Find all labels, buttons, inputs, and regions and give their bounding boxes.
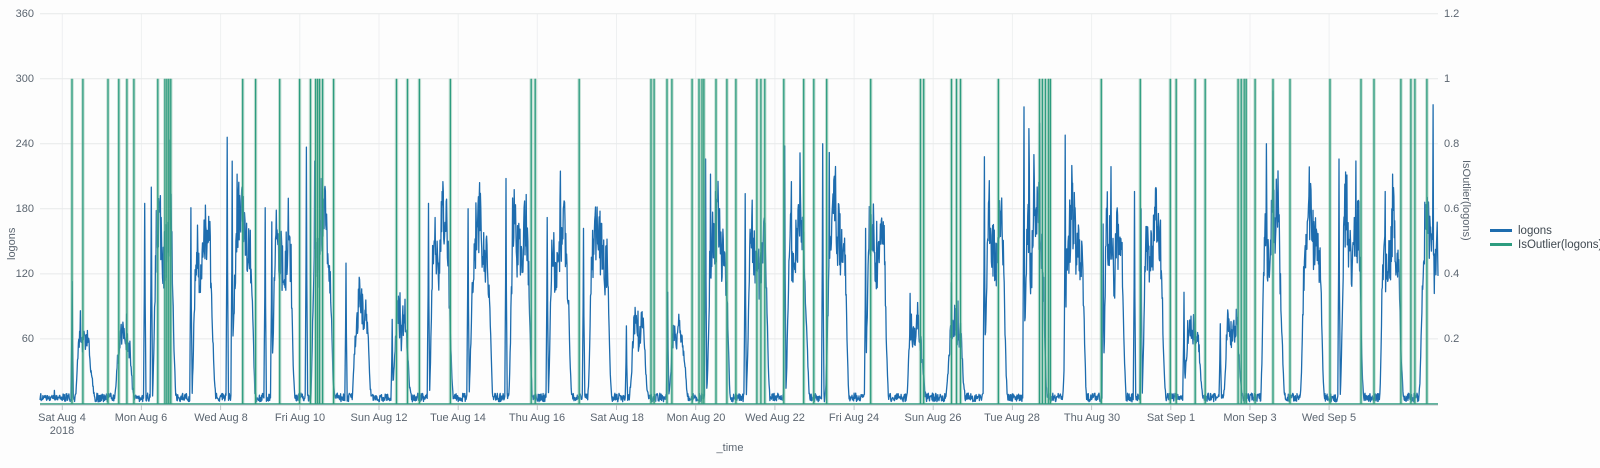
x-axis-tick-label: Fri Aug 10 — [274, 412, 326, 424]
x-axis-tick-label: Sun Aug 26 — [904, 412, 962, 424]
y-axis-right-tick-label: 0.2 — [1444, 333, 1460, 345]
legend-label: IsOutlier(logons) — [1518, 238, 1600, 251]
x-axis-tick-label: Thu Aug 30 — [1063, 412, 1121, 424]
y-axis-left-tick-label: 240 — [15, 138, 34, 150]
x-axis-title: _time — [716, 442, 744, 454]
x-axis-tick-label: Tue Aug 28 — [984, 412, 1040, 424]
x-axis-tick-label: Sat Aug 4 2018 — [14, 412, 110, 438]
x-axis-tick-label: Mon Aug 6 — [114, 412, 168, 424]
y-axis-left-tick-label: 120 — [15, 268, 34, 280]
x-axis-tick-label: Mon Aug 20 — [666, 412, 726, 424]
x-axis-tick-label: Sat Aug 18 — [590, 412, 644, 424]
gridlines — [40, 13, 1438, 404]
y-axis-right-tick-label: 0.6 — [1444, 203, 1460, 215]
x-axis-tick-label: Mon Sep 3 — [1223, 412, 1277, 424]
y-axis-right-tick-label: 0.8 — [1444, 138, 1460, 150]
x-axis-tick-label: Fri Aug 24 — [828, 412, 880, 424]
y-axis-left-tick-label: 360 — [15, 8, 34, 20]
logons-series-line[interactable] — [39, 90, 1439, 403]
x-axis-tick-label: Sat Sep 1 — [1146, 412, 1196, 424]
legend-item-logons[interactable]: logons — [1490, 224, 1600, 237]
x-axis-line — [40, 404, 1438, 410]
y-axis-left-tick-label: 180 — [15, 203, 34, 215]
isoutlier-series-lines[interactable] — [40, 78, 1438, 405]
legend-swatch-line — [1490, 229, 1512, 232]
legend-label: logons — [1518, 224, 1552, 237]
y-axis-left-tick-label: 60 — [21, 333, 34, 345]
y-axis-right-tick-label: 0.4 — [1444, 268, 1460, 280]
x-axis-tick-label: Wed Aug 22 — [745, 412, 805, 424]
x-axis-tick-label: Tue Aug 14 — [430, 412, 486, 424]
x-axis-tick-label: Sun Aug 12 — [350, 412, 408, 424]
y-axis-left-tick-label: 300 — [15, 73, 34, 85]
legend-item-isoutlier[interactable]: IsOutlier(logons) — [1490, 238, 1600, 251]
x-axis-tick-label: Wed Aug 8 — [194, 412, 248, 424]
legend: logons IsOutlier(logons) — [1490, 224, 1600, 252]
x-axis-tick-label: Wed Sep 5 — [1301, 412, 1357, 424]
y-axis-right-tick-label: 1 — [1444, 73, 1451, 85]
y-axis-right-tick-label: 1.2 — [1444, 8, 1460, 20]
legend-swatch-line — [1490, 243, 1512, 246]
y-axis-right-title: IsOutlier(logons) — [1460, 160, 1472, 241]
x-axis-tick-label: Thu Aug 16 — [508, 412, 566, 424]
x-axis-year-label: 2018 — [49, 425, 75, 437]
